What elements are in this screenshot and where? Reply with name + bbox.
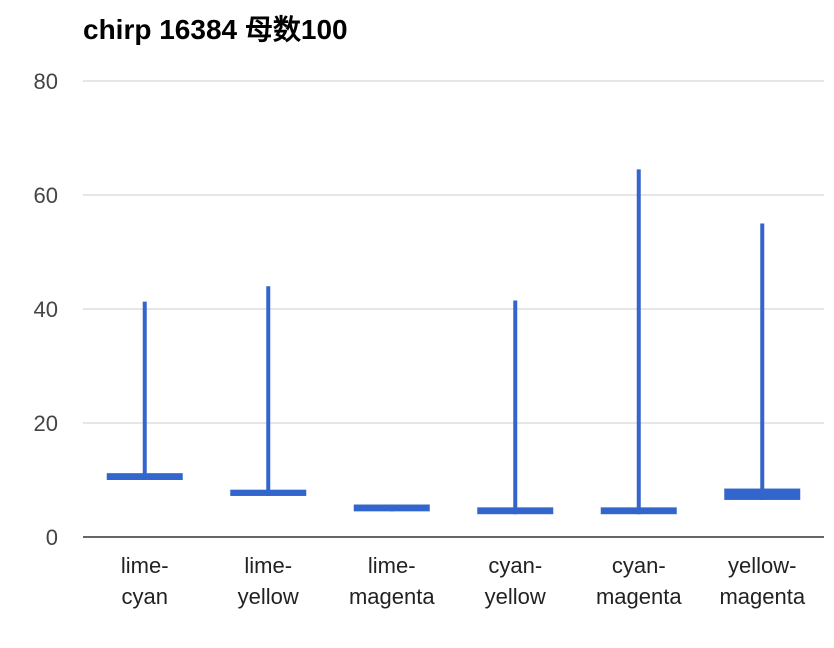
- y-tick-label: 80: [34, 69, 58, 94]
- x-category-label: cyan-: [612, 553, 666, 578]
- x-category-label: yellow: [238, 584, 299, 609]
- candle-body: [230, 489, 307, 496]
- x-category-label: cyan-: [488, 553, 542, 578]
- x-category-label: magenta: [719, 584, 805, 609]
- candle-body: [353, 504, 430, 512]
- x-axis-labels: lime-cyan lime-yellow lime-magenta cyan-yel…: [121, 553, 806, 609]
- x-category-label: yellow-: [728, 553, 796, 578]
- x-category-label: lime-: [121, 553, 169, 578]
- x-category-label: magenta: [596, 584, 682, 609]
- y-axis-ticks: 0 20 40 60 80: [34, 69, 58, 550]
- gridlines: [83, 80, 824, 538]
- y-tick-label: 0: [46, 525, 58, 550]
- y-tick-label: 20: [34, 411, 58, 436]
- candle-body: [477, 507, 554, 515]
- x-category-label: magenta: [349, 584, 435, 609]
- x-category-label: lime-: [244, 553, 292, 578]
- candle-body: [724, 488, 801, 500]
- chart-title: chirp 16384 母数100: [83, 14, 348, 45]
- x-category-label: yellow: [485, 584, 546, 609]
- y-tick-label: 60: [34, 183, 58, 208]
- x-category-label: lime-: [368, 553, 416, 578]
- x-category-label: cyan: [122, 584, 168, 609]
- candlestick-marks: [106, 169, 801, 515]
- candle-body: [600, 507, 677, 515]
- candle-body: [106, 473, 183, 480]
- y-tick-label: 40: [34, 297, 58, 322]
